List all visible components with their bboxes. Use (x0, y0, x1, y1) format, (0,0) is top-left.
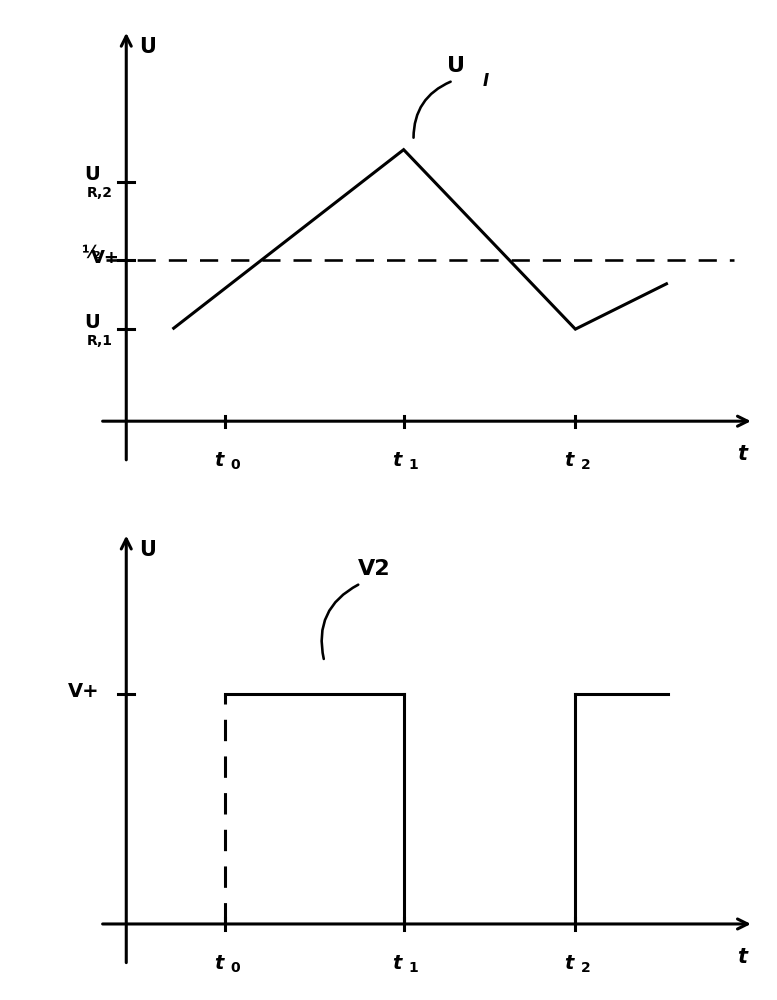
Text: 2: 2 (580, 961, 591, 975)
Text: t: t (737, 947, 747, 967)
Text: t: t (737, 444, 747, 464)
Text: V2: V2 (357, 559, 390, 579)
Text: U: U (140, 37, 156, 57)
Text: U: U (84, 165, 99, 184)
Text: U: U (140, 540, 156, 560)
Text: t: t (214, 954, 224, 973)
Text: t: t (392, 451, 402, 470)
Text: 0: 0 (231, 458, 240, 472)
Text: t: t (392, 954, 402, 973)
Text: V+: V+ (91, 249, 120, 267)
Text: V+: V+ (68, 682, 99, 701)
Text: R,1: R,1 (87, 334, 113, 348)
Text: 1: 1 (409, 961, 419, 975)
Text: 1: 1 (409, 458, 419, 472)
Text: R,2: R,2 (87, 186, 113, 200)
Text: 2: 2 (580, 458, 591, 472)
Text: 0: 0 (231, 961, 240, 975)
Text: t: t (564, 451, 573, 470)
Text: ½: ½ (81, 244, 99, 262)
Text: t: t (214, 451, 224, 470)
Text: t: t (564, 954, 573, 973)
Text: U: U (447, 56, 465, 76)
Text: I: I (483, 72, 489, 90)
Text: U: U (84, 313, 99, 332)
